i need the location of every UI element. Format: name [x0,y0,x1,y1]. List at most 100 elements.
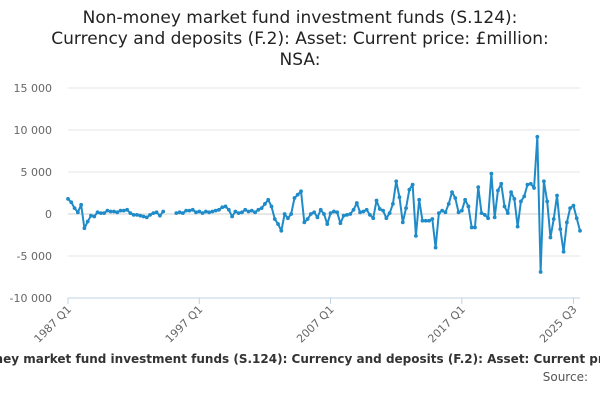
data-point[interactable] [387,211,392,216]
data-point[interactable] [243,207,248,212]
data-point[interactable] [184,208,189,213]
data-point[interactable] [466,204,471,209]
data-point[interactable] [263,202,267,206]
data-point[interactable] [135,212,139,217]
data-point[interactable] [404,206,408,211]
legend-series-label[interactable]: Non-money market fund investment funds (… [0,352,600,366]
data-point[interactable] [194,210,198,215]
data-point[interactable] [358,210,362,215]
data-point[interactable] [397,195,402,200]
data-point[interactable] [203,209,208,214]
data-point[interactable] [522,194,527,199]
data-point[interactable] [249,208,254,213]
data-point[interactable] [115,210,120,215]
data-point[interactable] [509,190,513,195]
data-point[interactable] [200,211,205,216]
data-point[interactable] [427,218,431,223]
data-point[interactable] [151,211,156,216]
data-point[interactable] [312,210,317,215]
data-point[interactable] [394,179,399,184]
data-point[interactable] [69,200,74,205]
data-point[interactable] [574,216,579,221]
data-point[interactable] [98,211,103,216]
data-point[interactable] [217,207,221,212]
data-point[interactable] [79,202,84,207]
data-point[interactable] [400,220,405,225]
data-point[interactable] [269,204,274,209]
data-point[interactable] [351,207,356,212]
data-point[interactable] [335,210,340,215]
data-point[interactable] [417,197,422,202]
data-point[interactable] [341,213,346,218]
data-point[interactable] [430,217,435,221]
data-point[interactable] [391,202,395,206]
data-point[interactable] [89,213,93,218]
data-point[interactable] [486,216,490,221]
data-point[interactable] [528,181,533,186]
data-point[interactable] [512,196,517,201]
data-point[interactable] [289,212,294,216]
data-point[interactable] [371,216,376,221]
data-point[interactable] [292,196,297,200]
data-point[interactable] [535,134,540,139]
data-point[interactable] [443,210,448,215]
data-point[interactable] [499,181,504,186]
data-point[interactable] [66,196,70,201]
data-point[interactable] [515,224,520,229]
data-point[interactable] [259,206,264,211]
data-point[interactable] [328,211,333,216]
data-point[interactable] [450,190,454,195]
data-point[interactable] [197,209,202,214]
data-point[interactable] [315,215,320,220]
data-point[interactable] [138,213,143,218]
data-point[interactable] [354,201,359,205]
data-point[interactable] [407,187,412,192]
data-point[interactable] [286,216,290,221]
data-point[interactable] [473,225,477,230]
data-point[interactable] [578,228,582,233]
data-point[interactable] [210,209,215,214]
data-point[interactable] [85,219,90,224]
data-point[interactable] [305,217,310,221]
data-point[interactable] [377,207,382,211]
data-point[interactable] [440,208,445,213]
data-point[interactable] [505,211,510,216]
data-point[interactable] [72,206,77,211]
data-point[interactable] [469,225,474,230]
data-point[interactable] [230,214,235,219]
data-point[interactable] [542,179,546,184]
data-point[interactable] [180,211,185,216]
data-point[interactable] [568,206,573,211]
data-point[interactable] [459,208,464,213]
data-point[interactable] [420,218,425,223]
data-point[interactable] [253,210,257,215]
data-point[interactable] [233,209,238,214]
data-point[interactable] [453,196,458,200]
data-point[interactable] [492,215,497,220]
data-point[interactable] [279,228,284,233]
data-point[interactable] [174,211,179,216]
data-point[interactable] [479,211,484,216]
data-point[interactable] [131,212,136,217]
data-point[interactable] [364,207,369,212]
data-point[interactable] [105,208,110,213]
data-point[interactable] [118,208,123,213]
data-point[interactable] [246,209,251,214]
data-point[interactable] [121,208,126,213]
data-point[interactable] [82,226,87,231]
data-point[interactable] [410,182,415,187]
data-point[interactable] [220,205,225,210]
data-point[interactable] [519,199,523,204]
data-point[interactable] [177,210,182,215]
data-point[interactable] [446,202,451,206]
data-point[interactable] [190,207,195,212]
data-point[interactable] [141,214,146,219]
data-point[interactable] [272,217,277,221]
data-point[interactable] [308,212,313,216]
data-point[interactable] [548,235,553,240]
data-point[interactable] [436,211,441,216]
data-point[interactable] [564,220,569,225]
data-point[interactable] [348,212,353,216]
data-point[interactable] [128,211,133,216]
data-point[interactable] [489,171,494,176]
